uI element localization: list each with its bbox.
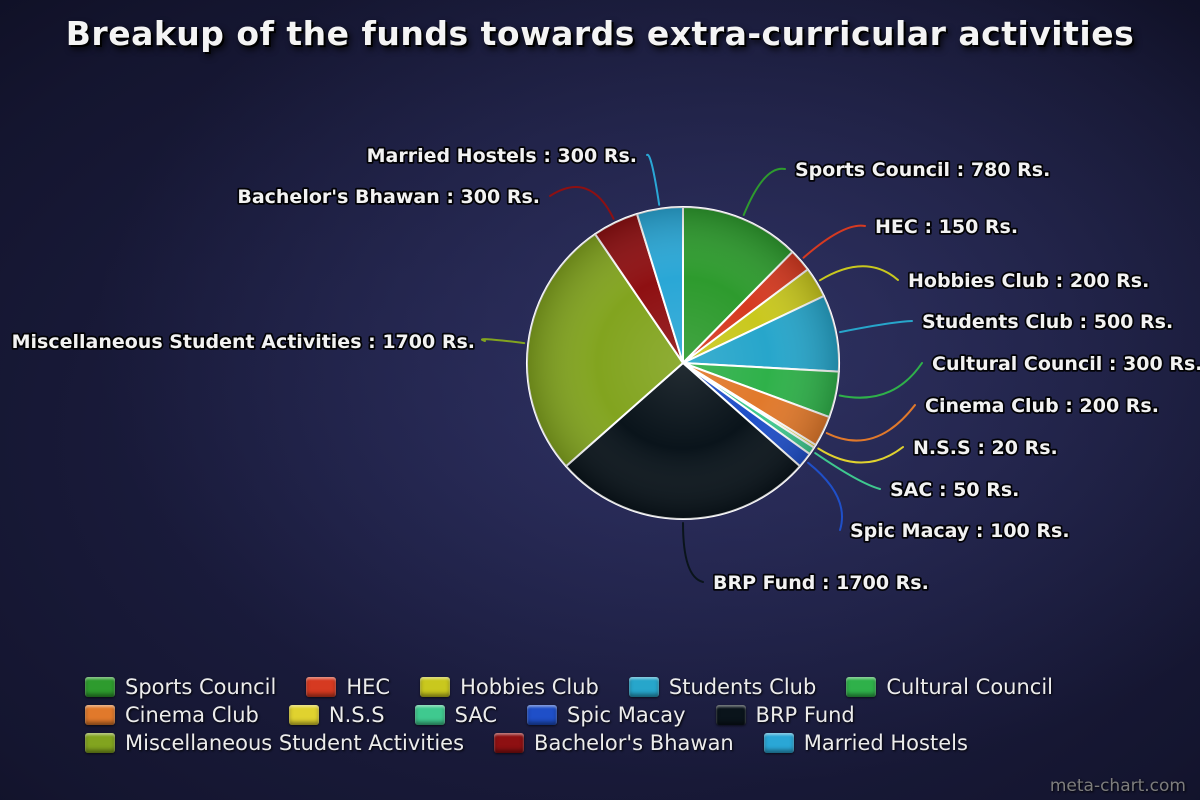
legend-swatch-students-club (628, 677, 659, 697)
leader-line-spic-macay (807, 461, 844, 531)
slice-label-married-hostels: Married Hostels : 300 Rs. (367, 145, 637, 167)
legend-label-hec: HEC (346, 675, 391, 699)
legend-label-married-hostels: Married Hostels (803, 731, 968, 755)
legend-swatch-cultural-council (846, 677, 877, 697)
chart-legend: Sports Council HEC Hobbies Club Students Cl… (85, 674, 1130, 758)
legend-swatch-hobbies-club (420, 677, 451, 697)
slice-label-sports-council: Sports Council : 780 Rs. (795, 159, 1050, 181)
leader-line-n-s-s (817, 446, 904, 464)
legend-item-married-hostels: Married Hostels (763, 730, 968, 756)
legend-swatch-bachelor-s-bhawan (494, 733, 525, 753)
pie-slices-group (525, 205, 841, 521)
legend-label-sports-council: Sports Council (125, 675, 277, 699)
slice-label-miscellaneous-student-activities: Miscellaneous Student Activities : 1700 … (12, 331, 475, 353)
legend-swatch-miscellaneous-student-activities (85, 733, 115, 753)
leader-line-married-hostels (646, 153, 661, 206)
slice-label-cinema-club: Cinema Club : 200 Rs. (925, 395, 1159, 417)
legend-swatch-married-hostels (763, 733, 794, 753)
legend-label-cinema-club: Cinema Club (125, 703, 259, 727)
legend-label-hobbies-club: Hobbies Club (460, 675, 599, 699)
slice-label-bachelor-s-bhawan: Bachelor's Bhawan : 300 Rs. (237, 186, 540, 208)
legend-item-n-s-s: N.S.S (288, 702, 385, 728)
legend-item-cinema-club: Cinema Club (85, 702, 259, 728)
slice-label-students-club: Students Club : 500 Rs. (922, 311, 1173, 333)
legend-swatch-sports-council (85, 677, 115, 697)
legend-label-bachelor-s-bhawan: Bachelor's Bhawan (534, 731, 734, 755)
legend-item-sac: SAC (414, 702, 497, 728)
legend-label-cultural-council: Cultural Council (886, 675, 1054, 699)
legend-item-sports-council: Sports Council (85, 674, 276, 700)
legend-label-n-s-s: N.S.S (328, 703, 385, 727)
legend-item-brp-fund: BRP Fund (715, 702, 855, 728)
slice-label-spic-macay: Spic Macay : 100 Rs. (850, 520, 1070, 542)
legend-item-miscellaneous-student-activities: Miscellaneous Student Activities (85, 730, 464, 756)
leader-lines-group (481, 153, 923, 583)
leader-line-brp-fund (682, 522, 704, 583)
legend-item-hobbies-club: Hobbies Club (420, 674, 599, 700)
leader-line-sac (814, 452, 881, 490)
slice-label-brp-fund: BRP Fund : 1700 Rs. (713, 572, 929, 594)
legend-label-spic-macay: Spic Macay (567, 703, 686, 727)
leader-line-cinema-club (825, 404, 916, 442)
leader-line-hec (802, 224, 866, 259)
legend-swatch-hec (306, 677, 337, 697)
leader-line-hobbies-club (818, 265, 899, 282)
legend-label-sac: SAC (454, 703, 497, 727)
legend-swatch-cinema-club (85, 705, 115, 725)
slice-label-sac: SAC : 50 Rs. (890, 479, 1019, 501)
leader-line-cultural-council (838, 362, 923, 399)
legend-label-miscellaneous-student-activities: Miscellaneous Student Activities (125, 731, 465, 755)
legend-item-hec: HEC (306, 674, 390, 700)
leader-line-miscellaneous-student-activities (481, 338, 526, 345)
leader-line-students-club (839, 320, 913, 334)
legend-item-spic-macay: Spic Macay (527, 702, 686, 728)
slice-label-cultural-council: Cultural Council : 300 Rs. (932, 353, 1200, 375)
legend-swatch-spic-macay (527, 705, 557, 725)
legend-item-students-club: Students Club (628, 674, 817, 700)
legend-label-brp-fund: BRP Fund (755, 703, 855, 727)
slice-label-hobbies-club: Hobbies Club : 200 Rs. (908, 270, 1149, 292)
legend-swatch-n-s-s (288, 705, 319, 725)
slice-labels-group: Sports Council : 780 Rs. HEC : 150 Rs. Hob… (10, 143, 1200, 596)
legend-label-students-club: Students Club (668, 675, 817, 699)
legend-item-bachelor-s-bhawan: Bachelor's Bhawan (494, 730, 734, 756)
legend-swatch-sac (414, 705, 445, 725)
chart-title: Breakup of the funds towards extra-curri… (65, 14, 1135, 53)
watermark: meta-chart.com (1049, 776, 1186, 796)
legend-item-cultural-council: Cultural Council (846, 674, 1053, 700)
legend-swatch-brp-fund (715, 705, 746, 725)
leader-line-bachelor-s-bhawan (549, 186, 615, 220)
leader-line-sports-council (742, 167, 786, 216)
slice-label-n-s-s: N.S.S : 20 Rs. (913, 437, 1058, 459)
slice-label-hec: HEC : 150 Rs. (875, 216, 1018, 238)
